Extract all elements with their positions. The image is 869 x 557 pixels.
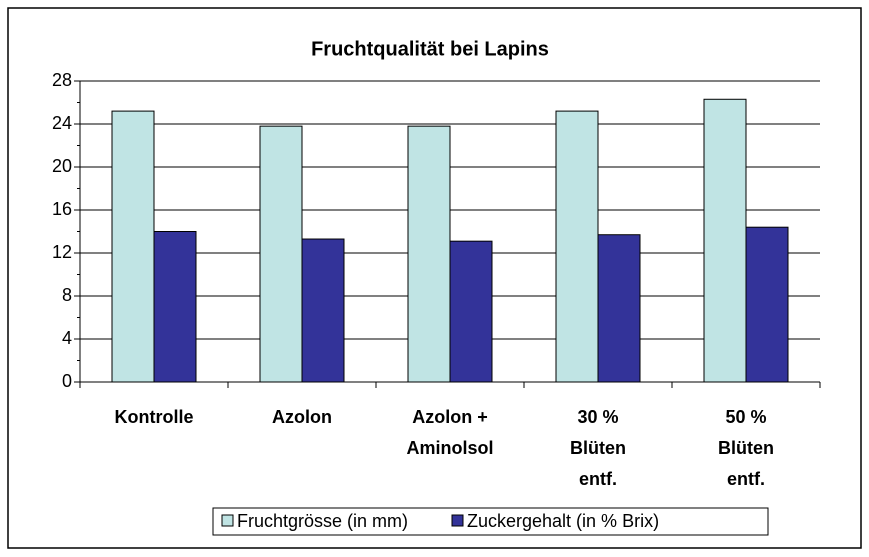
x-tick-label: entf. [727, 469, 765, 489]
legend-swatch [221, 514, 234, 527]
legend-label: Fruchtgrösse (in mm) [237, 511, 408, 531]
bar [153, 231, 197, 383]
legend-label: Zuckergehalt (in % Brix) [467, 511, 659, 531]
bar [407, 125, 451, 383]
bar [597, 234, 641, 383]
y-tick-label: 12 [52, 242, 72, 262]
bar [703, 98, 747, 383]
bar [301, 238, 345, 383]
x-tick-label: 30 % [577, 407, 618, 427]
x-tick-label: Blüten [718, 438, 774, 458]
x-tick-label: Aminolsol [406, 438, 493, 458]
y-tick-label: 4 [62, 328, 72, 348]
y-tick-label: 24 [52, 113, 72, 133]
x-tick-label: Azolon + [412, 407, 488, 427]
y-tick-label: 16 [52, 199, 72, 219]
x-tick-label: Azolon [272, 407, 332, 427]
bar [745, 226, 789, 383]
bar [111, 110, 155, 383]
x-tick-label: entf. [579, 469, 617, 489]
bar [555, 110, 599, 383]
legend-box [212, 507, 769, 536]
bar [449, 240, 493, 383]
legend-swatch [451, 514, 464, 527]
bar [259, 125, 303, 383]
y-tick-label: 0 [62, 371, 72, 391]
y-tick-label: 20 [52, 156, 72, 176]
chart-title: Fruchtqualität bei Lapins [311, 38, 549, 60]
x-tick-label: 50 % [725, 407, 766, 427]
x-tick-label: Blüten [570, 438, 626, 458]
y-tick-label: 28 [52, 70, 72, 90]
x-tick-label: Kontrolle [115, 407, 194, 427]
y-tick-label: 8 [62, 285, 72, 305]
